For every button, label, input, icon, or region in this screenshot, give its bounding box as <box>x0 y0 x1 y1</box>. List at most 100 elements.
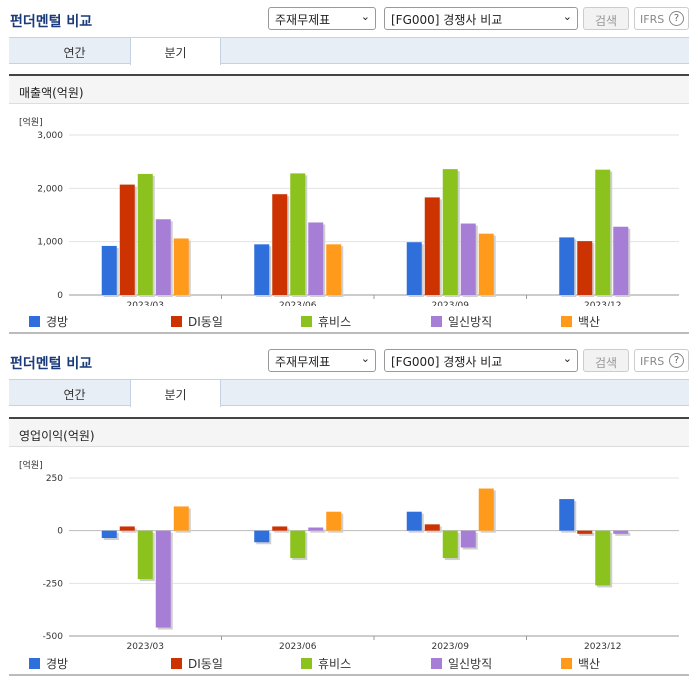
legend-item[interactable]: 백산 <box>561 313 600 329</box>
y-axis-unit-label: [억원] <box>19 116 43 128</box>
legend-label: DI동일 <box>188 315 223 329</box>
compare-select[interactable]: [FG000] 경쟁사 비교 ⌄ <box>384 349 578 372</box>
y-tick-label: 2,000 <box>37 184 63 194</box>
bar-shadow <box>310 529 326 533</box>
help-icon[interactable]: ? <box>669 11 684 26</box>
bar-1 <box>101 245 117 295</box>
bar-4 <box>613 226 629 295</box>
x-tick-label: 2023/03 <box>127 642 164 649</box>
bar-1 <box>559 499 575 531</box>
bar-3 <box>595 169 611 295</box>
legend-swatch <box>301 316 312 327</box>
bar-4 <box>155 219 171 295</box>
x-tick-label: 2023/12 <box>584 642 621 649</box>
compare-value: [FG000] 경쟁사 비교 <box>391 355 503 369</box>
y-tick-label: 3,000 <box>37 131 63 141</box>
bar-2 <box>119 526 135 531</box>
tab-annual[interactable]: 연간 <box>63 46 86 60</box>
tab-quarterly[interactable]: 분기 <box>130 38 221 65</box>
legend-swatch <box>301 658 312 669</box>
bar-4 <box>460 223 476 295</box>
bar-5 <box>478 233 494 295</box>
legend-label: 경방 <box>46 657 69 671</box>
legend-swatch <box>431 316 442 327</box>
bar-3 <box>290 530 306 559</box>
bar-shadow <box>615 532 631 536</box>
bar-3 <box>442 169 458 295</box>
bar-2 <box>424 524 440 531</box>
bar-5 <box>326 244 342 295</box>
ifrs-label: IFRS <box>640 13 665 26</box>
legend-swatch <box>171 316 182 327</box>
bar-1 <box>559 237 575 295</box>
legend-label: 백산 <box>578 657 601 671</box>
bar-3 <box>290 173 306 295</box>
legend-label: DI동일 <box>188 657 223 671</box>
section-title: 펀더멘털 비교 <box>10 356 93 372</box>
bar-1 <box>101 530 117 539</box>
chart-title: 영업이익(억원) <box>9 419 689 447</box>
bar-4 <box>460 530 476 548</box>
legend-item[interactable]: DI동일 <box>171 313 223 329</box>
chevron-down-icon: ⌄ <box>562 352 572 365</box>
legend-label: 경방 <box>46 315 69 329</box>
period-tabs-2: 연간 분기 <box>9 379 689 407</box>
legend-item[interactable]: 휴비스 <box>301 313 352 329</box>
y-tick-label: -250 <box>43 579 64 589</box>
legend-label: 휴비스 <box>318 315 352 329</box>
bar-1 <box>406 511 422 531</box>
legend-swatch <box>561 658 572 669</box>
search-button[interactable]: 검색 <box>583 349 629 372</box>
bar-3 <box>137 173 153 295</box>
legend-item[interactable]: DI동일 <box>171 655 223 671</box>
chart-panel-operating-profit: 영업이익(억원) [억원] -500 -250 0 250 2023/03 2023/06 2… <box>9 417 689 676</box>
statement-type-select[interactable]: 주재무제표 ⌄ <box>268 349 376 372</box>
legend-item[interactable]: 휴비스 <box>301 655 351 671</box>
operating-profit-chart: [억원] -500 -250 0 250 2023/03 2023/06 2023/09 202… <box>19 459 679 649</box>
legend-swatch <box>29 316 40 327</box>
compare-value: [FG000] 경쟁사 비교 <box>391 13 503 27</box>
bar-2 <box>119 184 135 295</box>
legend-item[interactable]: 일신방직 <box>431 655 492 671</box>
fundamental-header-1: 펀더멘털 비교 주재무제표 ⌄ [FG000] 경쟁사 비교 ⌄ 검색 IFRS… <box>0 2 696 34</box>
legend-label: 일신방직 <box>448 315 493 329</box>
ifrs-button[interactable]: IFRS ? <box>634 349 689 372</box>
legend-swatch <box>29 658 40 669</box>
chart-panel-revenue: 매출액(억원) [억원] 0 1,000 2,000 3,000 2023/03 2023/… <box>9 74 689 334</box>
section-title: 펀더멘털 비교 <box>10 14 93 30</box>
bar-2 <box>272 194 288 295</box>
y-tick-label: -500 <box>43 632 64 642</box>
legend-item[interactable]: 일신방직 <box>431 313 493 329</box>
bar-4 <box>613 530 629 534</box>
ifrs-label: IFRS <box>640 355 665 368</box>
x-tick-label: 2023/09 <box>432 642 470 649</box>
legend-swatch <box>561 316 572 327</box>
bar-5 <box>326 511 342 531</box>
period-tabs-1: 연간 분기 <box>9 37 689 65</box>
x-tick-label: 2023/03 <box>127 301 164 306</box>
legend-item[interactable]: 경방 <box>29 655 69 671</box>
tab-annual[interactable]: 연간 <box>63 388 86 402</box>
statement-type-select[interactable]: 주재무제표 ⌄ <box>268 7 376 30</box>
bar-3 <box>595 530 611 586</box>
bar-4 <box>308 527 324 531</box>
bar-5 <box>173 506 189 531</box>
ifrs-button[interactable]: IFRS ? <box>634 7 689 30</box>
legend-item[interactable]: 경방 <box>29 313 69 329</box>
y-tick-label: 1,000 <box>37 238 63 248</box>
bar-2 <box>424 197 440 295</box>
legend-item[interactable]: 백산 <box>561 655 601 671</box>
x-tick-label: 2023/06 <box>279 301 317 306</box>
compare-select[interactable]: [FG000] 경쟁사 비교 ⌄ <box>384 7 578 30</box>
bar-2 <box>577 241 593 295</box>
revenue-chart: [억원] 0 1,000 2,000 3,000 2023/03 2023/06 2023/0… <box>19 116 679 306</box>
x-tick-label: 2023/12 <box>584 301 621 306</box>
search-button[interactable]: 검색 <box>583 7 629 30</box>
bar-2 <box>272 526 288 531</box>
chevron-down-icon: ⌄ <box>360 10 370 23</box>
chevron-down-icon: ⌄ <box>562 10 572 23</box>
bar-1 <box>254 530 270 543</box>
tab-quarterly[interactable]: 분기 <box>130 380 221 407</box>
bar-4 <box>155 530 171 628</box>
help-icon[interactable]: ? <box>669 353 684 368</box>
